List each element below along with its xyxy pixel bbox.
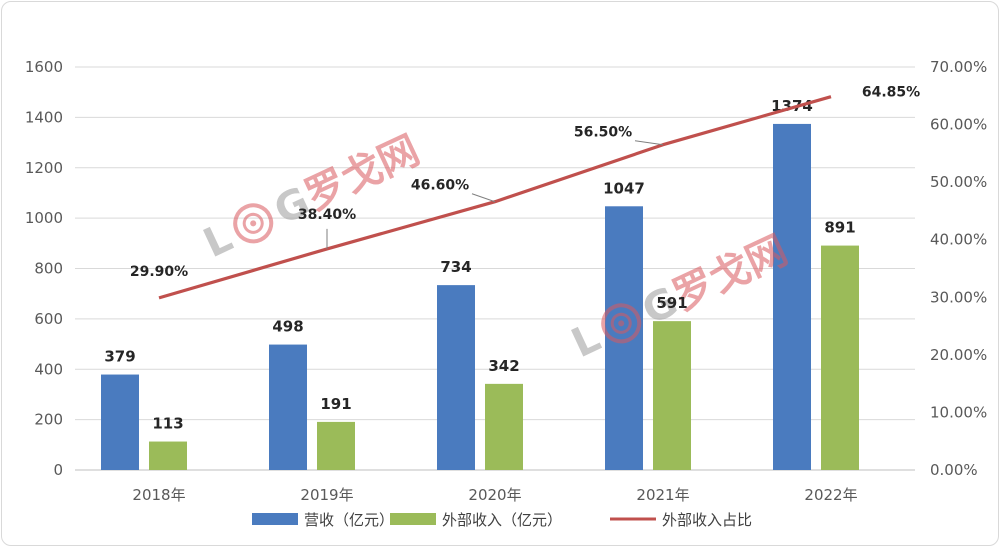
line-data-label: 64.85% <box>862 85 920 101</box>
watermark-text: 罗戈网 <box>298 127 426 219</box>
bar-data-label: 498 <box>272 318 303 336</box>
label-leader-line <box>634 140 664 146</box>
bar-data-label: 342 <box>488 357 519 375</box>
bar <box>821 245 859 470</box>
y-left-tick-label: 200 <box>34 411 63 429</box>
legend-swatch <box>252 513 298 525</box>
y-right-tick-label: 10.00% <box>930 403 987 421</box>
bar-data-label: 113 <box>152 415 183 433</box>
bar-data-label: 891 <box>824 219 855 237</box>
x-tick-label: 2021年 <box>636 486 689 504</box>
y-left-tick-label: 1000 <box>25 209 63 227</box>
legend-label: 外部收入占比 <box>662 511 752 529</box>
bar <box>149 441 187 470</box>
bar <box>653 321 691 470</box>
y-left-tick-label: 800 <box>34 260 63 278</box>
line-data-label: 46.60% <box>411 178 469 194</box>
bar <box>485 383 523 470</box>
x-tick-label: 2022年 <box>804 486 857 504</box>
bar <box>773 123 811 470</box>
y-left-tick-label: 0 <box>53 461 63 479</box>
y-right-tick-label: 40.00% <box>930 231 987 249</box>
bar-data-label: 1047 <box>603 179 645 197</box>
bar <box>317 421 355 470</box>
legend-label: 外部收入（亿元） <box>442 511 562 529</box>
y-right-tick-label: 70.00% <box>930 58 987 76</box>
label-leader-line <box>471 193 496 203</box>
y-left-tick-label: 1200 <box>25 159 63 177</box>
legend-swatch <box>390 513 436 525</box>
bar-data-label: 379 <box>104 348 135 366</box>
watermark-ring <box>242 212 264 234</box>
y-left-tick-label: 600 <box>34 310 63 328</box>
y-left-tick-label: 400 <box>34 360 63 378</box>
x-tick-label: 2020年 <box>468 486 521 504</box>
line-data-label: 38.40% <box>298 207 356 223</box>
watermark-ring <box>610 312 632 334</box>
bar-data-label: 734 <box>440 258 471 276</box>
watermark-ring <box>601 303 642 344</box>
bar <box>101 374 139 470</box>
x-tick-label: 2019年 <box>300 486 353 504</box>
watermark-letter-l: L <box>565 315 608 367</box>
watermark-dot <box>250 220 257 227</box>
y-right-tick-label: 30.00% <box>930 288 987 306</box>
watermark-letter-l: L <box>197 215 240 267</box>
line-data-label: 29.90% <box>130 264 188 280</box>
y-right-tick-label: 50.00% <box>930 173 987 191</box>
bar <box>437 285 475 470</box>
y-left-tick-label: 1600 <box>25 58 63 76</box>
x-tick-label: 2018年 <box>132 486 185 504</box>
bar-data-label: 591 <box>656 294 687 312</box>
line-data-label: 56.50% <box>574 125 632 141</box>
watermark-dot <box>618 320 625 327</box>
y-right-tick-label: 60.00% <box>930 116 987 134</box>
y-right-tick-label: 20.00% <box>930 346 987 364</box>
bar <box>269 344 307 470</box>
watermark-ring <box>233 203 274 244</box>
y-right-tick-label: 0.00% <box>930 461 978 479</box>
bar-data-label: 191 <box>320 395 351 413</box>
y-left-tick-label: 1400 <box>25 108 63 126</box>
legend-label: 营收（亿元） <box>304 511 394 529</box>
